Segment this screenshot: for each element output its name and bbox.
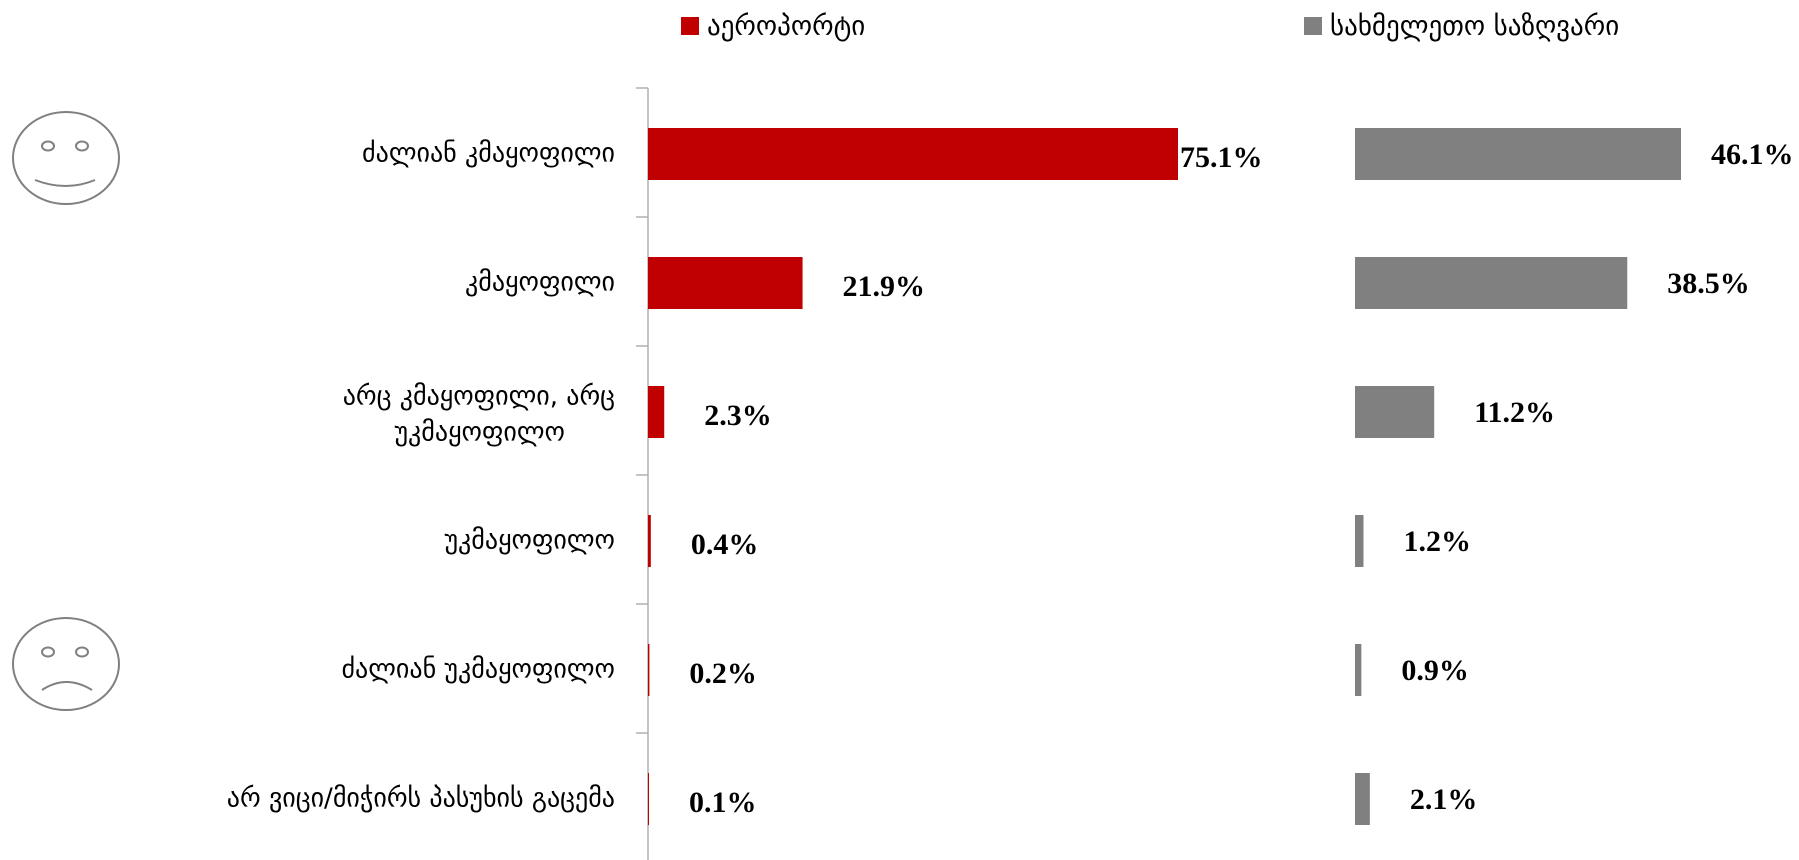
value-label-land-border: 46.1% — [1711, 138, 1794, 171]
category-label: არ ვიცი/მიჭირს პასუხის გაცემა — [227, 784, 615, 814]
legend-label-land-border: სახმელეთო საზღვარი — [1330, 11, 1619, 42]
bar-airport — [648, 515, 651, 567]
bar-land-border — [1355, 128, 1681, 180]
value-label-airport: 0.2% — [689, 657, 757, 690]
legend-label-airport: აეროპორტი — [707, 11, 865, 42]
series-airport: 75.1% 21.9% 2.3% 0.4% 0.2% 0.1% — [648, 128, 1263, 825]
value-label-airport: 0.1% — [689, 786, 757, 819]
legend-swatch-airport — [681, 17, 699, 35]
value-label-airport: 75.1% — [1180, 141, 1263, 174]
bar-airport — [648, 257, 803, 309]
bar-land-border — [1355, 773, 1370, 825]
value-label-land-border: 1.2% — [1403, 525, 1471, 558]
series-land-border: 46.1% 38.5% 11.2% 1.2% 0.9% 2.1% — [1355, 128, 1794, 825]
bar-land-border — [1355, 257, 1628, 309]
value-label-airport: 0.4% — [691, 528, 759, 561]
value-label-land-border: 38.5% — [1667, 267, 1750, 300]
bar-airport — [648, 773, 649, 825]
bar-land-border — [1355, 644, 1362, 696]
bar-land-border — [1355, 515, 1364, 567]
axis-ticks — [636, 87, 648, 734]
value-label-airport: 21.9% — [843, 270, 926, 303]
bar-airport — [648, 128, 1178, 180]
value-label-land-border: 2.1% — [1410, 783, 1478, 816]
category-labels: ძალიან კმაყოფილი კმაყოფილი არც კმაყოფილი, … — [227, 139, 615, 814]
value-label-airport: 2.3% — [704, 399, 772, 432]
category-label: ძალიან უკმაყოფილო — [341, 655, 615, 685]
category-label: უკმაყოფილო — [444, 526, 615, 556]
value-label-land-border: 11.2% — [1474, 396, 1555, 429]
value-label-land-border: 0.9% — [1401, 654, 1469, 687]
sad-face-icon — [12, 617, 120, 711]
category-label: კმაყოფილი — [465, 268, 615, 298]
category-label: ძალიან კმაყოფილი — [362, 139, 615, 169]
category-label: არც კმაყოფილი, არც უკმაყოფილო — [343, 382, 615, 448]
bar-airport — [648, 644, 650, 696]
bar-airport — [648, 386, 665, 438]
bar-land-border — [1355, 386, 1435, 438]
smiley-face-icon — [12, 111, 120, 205]
legend-swatch-land-border — [1304, 17, 1322, 35]
